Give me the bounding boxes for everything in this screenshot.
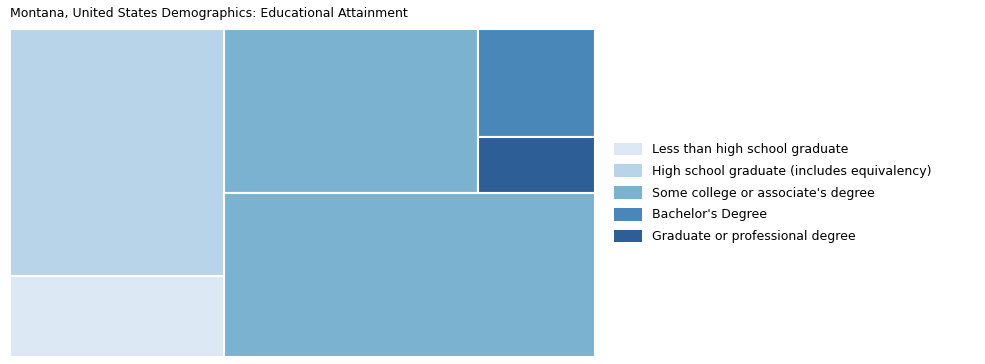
- FancyBboxPatch shape: [225, 193, 595, 357]
- FancyBboxPatch shape: [478, 29, 595, 137]
- Legend: Less than high school graduate, High school graduate (includes equivalency), Som: Less than high school graduate, High sch…: [615, 143, 931, 243]
- FancyBboxPatch shape: [478, 137, 595, 193]
- FancyBboxPatch shape: [10, 277, 225, 357]
- FancyBboxPatch shape: [225, 29, 478, 193]
- Text: Montana, United States Demographics: Educational Attainment: Montana, United States Demographics: Edu…: [10, 7, 408, 20]
- FancyBboxPatch shape: [10, 29, 225, 277]
